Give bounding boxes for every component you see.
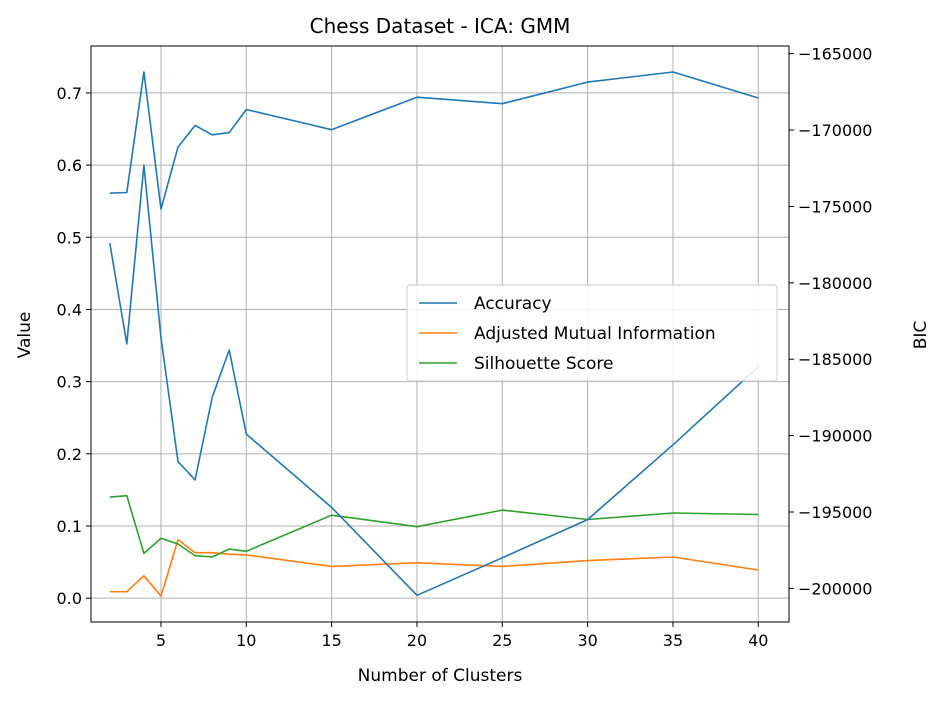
y-tick-label: 0.4 [57, 300, 82, 319]
y2-tick-label: −200000 [798, 579, 872, 598]
y-tick-label: 0.7 [57, 84, 82, 103]
chart-title: Chess Dataset - ICA: GMM [310, 14, 571, 38]
x-axis-label: Number of Clusters [358, 666, 523, 686]
x-tick-label: 40 [748, 631, 768, 650]
y2-axis-label: BIC [911, 321, 931, 350]
x-tick-label: 30 [577, 631, 597, 650]
y-tick-label: 0.1 [57, 517, 82, 536]
y-tick-label: 0.0 [57, 589, 82, 608]
legend-label: Accuracy [474, 294, 552, 314]
legend-label: Silhouette Score [474, 354, 613, 374]
series-line-bic [109, 164, 759, 597]
plot-frame [90, 45, 790, 623]
x-tick-label: 5 [156, 631, 166, 650]
y-tick-label: 0.6 [57, 156, 82, 175]
series-line-accuracy [109, 71, 759, 210]
y2-tick-label: −165000 [798, 45, 872, 64]
series-line-adjusted-mutual-information [109, 538, 759, 597]
x-tick-label: 20 [407, 631, 427, 650]
x-tick-label: 15 [321, 631, 341, 650]
y2-tick-label: −190000 [798, 427, 872, 446]
legend-box [406, 284, 778, 382]
x-tick-label: 25 [492, 631, 512, 650]
y2-tick-label: −195000 [798, 503, 872, 522]
y2-tick-label: −180000 [798, 274, 872, 293]
series-lines [109, 71, 759, 597]
y2-tick-label: −175000 [798, 197, 872, 216]
y2-tick-label: −170000 [798, 121, 872, 140]
x-axis: 5 10 15 20 25 30 35 40 [156, 622, 768, 650]
x-tick-label: 10 [236, 631, 256, 650]
y-tick-label: 0.5 [57, 228, 82, 247]
series-line-silhouette-score [109, 494, 759, 558]
x-tick-label: 35 [663, 631, 683, 650]
y2-tick-label: −185000 [798, 350, 872, 369]
y-tick-label: 0.3 [57, 373, 82, 392]
y-axis-label: Value [15, 312, 35, 359]
y-tick-label: 0.2 [57, 445, 82, 464]
y-axis-right: −200000 −195000 −190000 −185000 −180000 −1750… [789, 45, 872, 598]
legend-label: Adjusted Mutual Information [474, 324, 716, 344]
y-axis-left: 0.0 0.1 0.2 0.3 0.4 0.5 0.6 0.7 [57, 84, 91, 608]
legend: Accuracy Adjusted Mutual Information Silho… [406, 284, 778, 382]
